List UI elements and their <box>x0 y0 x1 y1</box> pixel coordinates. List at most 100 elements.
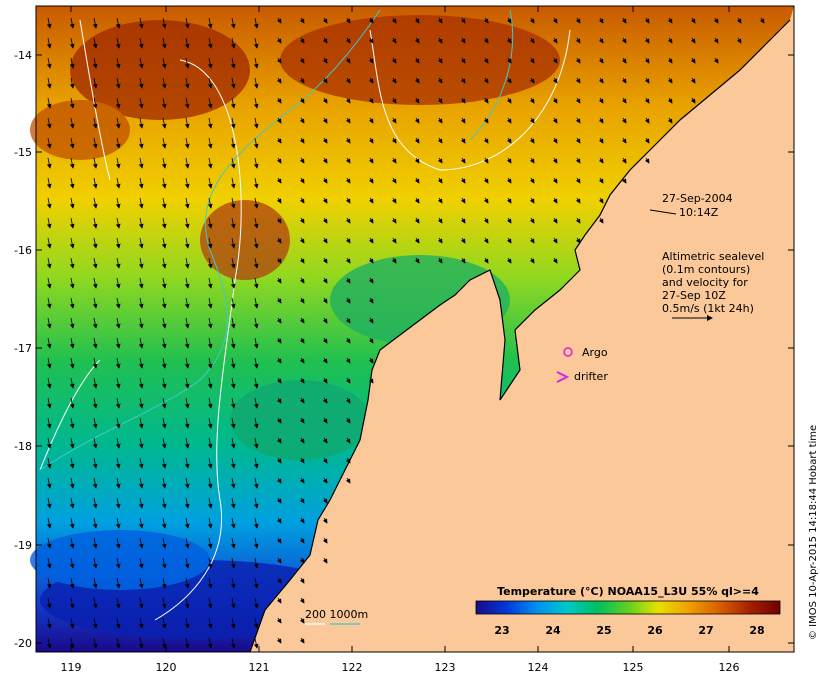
velocity-arrow <box>207 217 213 229</box>
velocity-arrow <box>230 217 236 229</box>
velocity-arrow <box>598 77 604 84</box>
map-date: 27-Sep-2004 <box>662 192 733 205</box>
velocity-arrow <box>460 37 466 44</box>
velocity-arrow <box>322 177 328 184</box>
velocity-arrow <box>46 117 52 129</box>
velocity-arrow <box>184 37 190 49</box>
velocity-arrow <box>207 297 213 309</box>
velocity-arrow <box>391 57 397 64</box>
velocity-arrow <box>253 97 259 109</box>
velocity-arrow <box>345 97 351 104</box>
velocity-arrow <box>138 137 144 149</box>
velocity-arrow <box>437 257 443 264</box>
velocity-arrow <box>437 117 443 124</box>
drifter-label: drifter <box>574 370 608 383</box>
velocity-arrow <box>138 397 144 409</box>
velocity-arrow <box>529 177 535 184</box>
velocity-arrow <box>230 417 236 429</box>
argo-marker <box>563 347 573 357</box>
velocity-arrow <box>92 477 98 489</box>
lon-label: 125 <box>623 661 644 674</box>
velocity-arrow <box>161 497 167 509</box>
velocity-arrow <box>276 477 282 484</box>
velocity-arrow <box>115 537 121 549</box>
velocity-arrow <box>253 477 259 489</box>
velocity-arrow <box>437 197 443 204</box>
coastline <box>249 19 791 653</box>
velocity-arrow <box>253 417 259 429</box>
velocity-arrow <box>161 157 167 169</box>
velocity-arrow <box>92 537 98 549</box>
velocity-arrow <box>138 317 144 329</box>
velocity-arrow <box>69 237 75 249</box>
velocity-arrow <box>92 157 98 169</box>
velocity-arrow <box>92 497 98 509</box>
lat-label: -20 <box>14 637 32 650</box>
velocity-arrow <box>368 157 374 164</box>
velocity-arrow <box>115 17 121 29</box>
velocity-arrow <box>230 237 236 249</box>
velocity-arrow <box>506 197 512 204</box>
velocity-arrow <box>299 537 305 544</box>
velocity-arrow <box>253 137 259 149</box>
velocity-arrow <box>322 557 328 564</box>
velocity-arrow <box>46 277 52 289</box>
velocity-arrow <box>690 77 696 84</box>
velocity-arrow <box>161 377 167 389</box>
velocity-arrow <box>345 297 351 304</box>
velocity-arrow <box>138 157 144 169</box>
velocity-arrow <box>345 237 351 244</box>
velocity-arrow <box>460 137 466 144</box>
velocity-arrow <box>253 337 259 349</box>
velocity-arrow <box>391 237 397 244</box>
velocity-arrow <box>552 157 558 164</box>
velocity-arrow <box>207 237 213 249</box>
velocity-arrow <box>667 57 673 64</box>
velocity-arrow <box>552 217 558 224</box>
velocity-arrow <box>69 257 75 269</box>
velocity-arrow <box>345 317 351 324</box>
velocity-arrow <box>483 237 489 244</box>
isobath-label: 200 1000m <box>305 608 368 621</box>
velocity-arrow <box>69 297 75 309</box>
velocity-arrow <box>345 437 351 444</box>
lon-label: 126 <box>719 661 740 674</box>
velocity-arrow <box>299 477 305 484</box>
velocity-arrow <box>230 557 236 569</box>
velocity-arrow <box>690 37 696 44</box>
velocity-arrow <box>644 17 650 24</box>
velocity-arrow <box>69 377 75 389</box>
velocity-arrow <box>437 157 443 164</box>
longitude-axis: 119 120 121 122 123 124 125 126 <box>61 6 740 674</box>
velocity-arrow <box>598 117 604 124</box>
velocity-arrow <box>184 237 190 249</box>
velocity-arrow <box>184 477 190 489</box>
velocity-arrow <box>161 397 167 409</box>
velocity-arrow <box>690 57 696 64</box>
velocity-arrow <box>115 177 121 189</box>
velocity-arrow <box>184 397 190 409</box>
velocity-arrow <box>368 277 374 284</box>
velocity-arrow <box>322 37 328 44</box>
velocity-arrow <box>46 77 52 89</box>
velocity-arrow <box>69 637 75 649</box>
velocity-arrow <box>92 237 98 249</box>
velocity-arrow <box>368 237 374 244</box>
lon-label: 122 <box>342 661 363 674</box>
velocity-arrow <box>46 597 52 609</box>
velocity-arrow <box>483 117 489 124</box>
velocity-arrow <box>69 57 75 69</box>
velocity-arrow <box>713 57 719 64</box>
colorbar-tick-label: 28 <box>749 624 764 637</box>
colorbar: Temperature (°C) NOAA15_L3U 55% ql>=4 23… <box>475 585 781 637</box>
velocity-arrow <box>230 597 236 609</box>
velocity-arrow <box>115 157 121 169</box>
velocity-arrow <box>437 237 443 244</box>
velocity-arrow <box>483 57 489 64</box>
velocity-arrow <box>345 117 351 124</box>
velocity-arrow <box>207 177 213 189</box>
velocity-arrow <box>345 457 351 464</box>
velocity-arrow <box>115 57 121 69</box>
velocity-arrow <box>483 97 489 104</box>
velocity-arrow <box>46 577 52 589</box>
